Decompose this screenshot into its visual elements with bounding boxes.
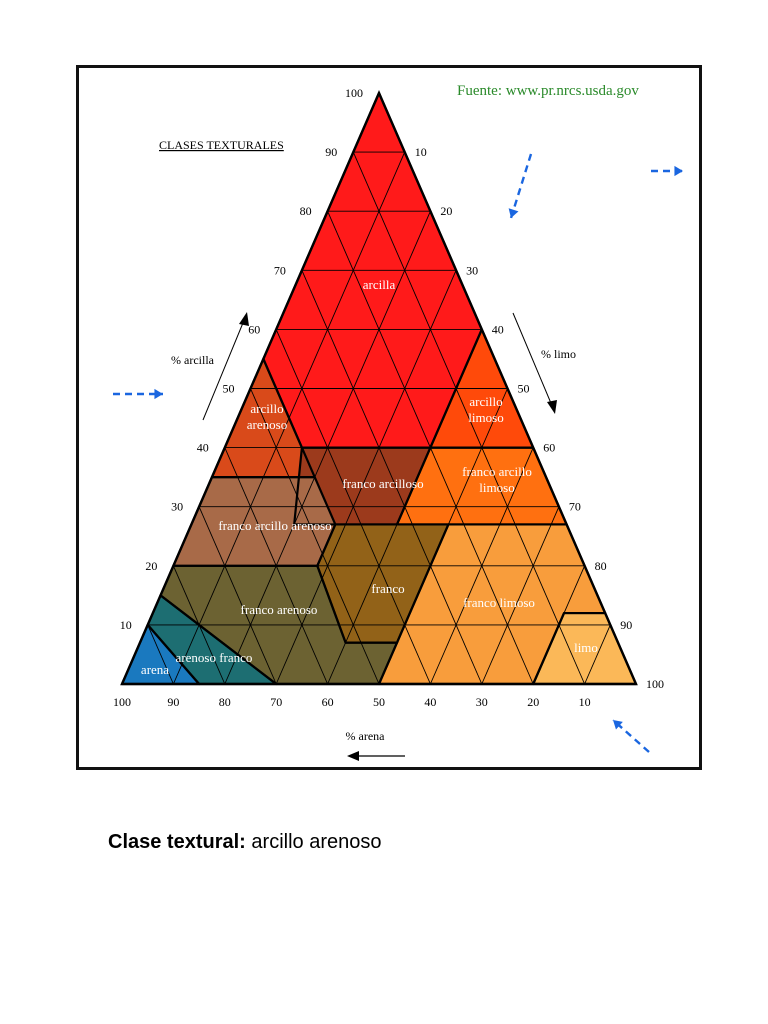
region-franco-arcillo-arenoso	[173, 477, 336, 566]
annotations: Fuente: www.pr.nrcs.usda.gov CLASES TEXTU…	[113, 83, 683, 761]
caption-value: arcillo arenoso	[251, 831, 382, 853]
tick-silt: 40	[492, 322, 504, 336]
region-limo	[533, 613, 636, 684]
label-line: limoso	[468, 410, 503, 425]
label-line: arenoso franco	[176, 650, 253, 665]
label-franco-arcilloso: franco arcilloso	[342, 476, 423, 491]
texture-class-caption: Clase textural: arcillo arenoso	[108, 831, 381, 854]
tick-silt: 80	[595, 559, 607, 573]
tick-silt: 90	[620, 618, 632, 632]
tick-silt: 30	[466, 263, 478, 277]
tick-silt: 10	[415, 145, 427, 159]
grid-line-silt	[429, 447, 534, 685]
grid-line-sand	[198, 506, 277, 685]
tick-sand: 60	[322, 695, 334, 709]
tick-silt: 20	[440, 204, 452, 218]
label-arcillo-limoso: arcillo limoso	[468, 394, 503, 425]
triangle-outline	[120, 89, 638, 686]
tick-sand: 100	[113, 695, 131, 709]
clay-arrowhead	[239, 312, 249, 326]
tick-clay: 60	[248, 322, 260, 336]
tick-clay: 40	[197, 441, 209, 455]
class-borders	[120, 89, 638, 686]
label-arcillo-arenoso: arcillo arenoso	[247, 401, 287, 432]
region-franco-arcillo-limoso	[396, 447, 567, 525]
label-line: franco arcillo	[462, 464, 532, 479]
tick-clay: 70	[274, 263, 286, 277]
tick-clay: 20	[145, 559, 157, 573]
label-line: franco	[371, 581, 404, 596]
label-franco-limoso: franco limoso	[463, 595, 535, 610]
label-line: limoso	[479, 480, 514, 495]
tick-sand: 80	[219, 695, 231, 709]
caption-label: Clase textural:	[108, 831, 246, 853]
tick-sand: 10	[579, 695, 591, 709]
blue-arrow-right-head	[674, 165, 683, 177]
label-line: arcillo	[469, 394, 502, 409]
axis-label-silt: % limo	[541, 347, 576, 361]
grid-line-sand	[301, 270, 483, 685]
label-line: franco arcillo arenoso	[218, 518, 331, 533]
label-arcilla: arcilla	[363, 277, 396, 292]
grid-line-sand	[352, 151, 586, 685]
grid-line-sand	[250, 388, 380, 685]
label-franco-arcillo-arenoso: franco arcillo arenoso	[218, 518, 331, 533]
blue-arrow-top-head	[508, 208, 519, 218]
silt-arrowhead	[547, 400, 557, 414]
tick-sand: 30	[476, 695, 488, 709]
region-arenoso-franco	[147, 595, 277, 684]
tick-clay: 90	[325, 145, 337, 159]
label-line: arenoso	[247, 417, 287, 432]
tick-clay: 10	[120, 618, 132, 632]
silt-direction-arrow	[512, 312, 554, 409]
label-arenoso-franco: arenoso franco	[176, 650, 253, 665]
blue-arrow-top	[509, 153, 533, 219]
label-franco: franco	[371, 581, 404, 596]
label-line: arcillo	[250, 401, 283, 416]
grid-line-sand	[147, 624, 174, 685]
region-franco-limoso	[379, 524, 606, 684]
tick-clay: 30	[171, 500, 183, 514]
source-note: Fuente: www.pr.nrcs.usda.gov	[457, 83, 639, 99]
tick-clay: 50	[223, 382, 235, 396]
clay-direction-arrow	[202, 317, 246, 421]
label-line: arcilla	[363, 277, 396, 292]
chart-title: CLASES TEXTURALES	[159, 138, 284, 152]
region-franco	[317, 524, 449, 643]
label-limo: limo	[574, 640, 598, 655]
label-line: limo	[574, 640, 598, 655]
axis-ticks: 10 20 30 40 50 60 70 80 90 100 10 20 30 40 50 60 70 80 90 1…	[113, 86, 664, 709]
grid-line-silt	[584, 624, 611, 685]
tick-sand: 50	[373, 695, 385, 709]
tick-silt: 60	[543, 441, 555, 455]
tick-silt: 50	[518, 382, 530, 396]
tick-silt: 70	[569, 500, 581, 514]
diagram-frame: arcilla arcillo limoso arcillo arenoso franco…	[76, 65, 702, 770]
sand-arrowhead	[347, 751, 359, 761]
tick-sand: 40	[424, 695, 436, 709]
label-line: franco limoso	[463, 595, 535, 610]
tick-clay: 80	[300, 204, 312, 218]
tick-sand: 20	[527, 695, 539, 709]
blue-arrow-bottom-head	[613, 720, 623, 730]
label-franco-arcillo-limoso: franco arcillo limoso	[462, 464, 532, 495]
grid-line-silt	[275, 270, 457, 685]
tick-sand: 90	[167, 695, 179, 709]
blue-arrow-left-head	[154, 388, 163, 400]
tick-silt: 100	[646, 677, 664, 691]
label-line: arena	[141, 662, 169, 677]
label-franco-arenoso: franco arenoso	[241, 602, 318, 617]
axis-label-clay: % arcilla	[171, 353, 215, 367]
label-arena: arena	[141, 662, 169, 677]
label-line: franco arcilloso	[342, 476, 423, 491]
label-line: franco arenoso	[241, 602, 318, 617]
axis-label-sand: % arena	[346, 729, 386, 743]
tick-sand: 70	[270, 695, 282, 709]
tick-clay: 100	[345, 86, 363, 100]
grid-line-silt	[481, 506, 560, 685]
